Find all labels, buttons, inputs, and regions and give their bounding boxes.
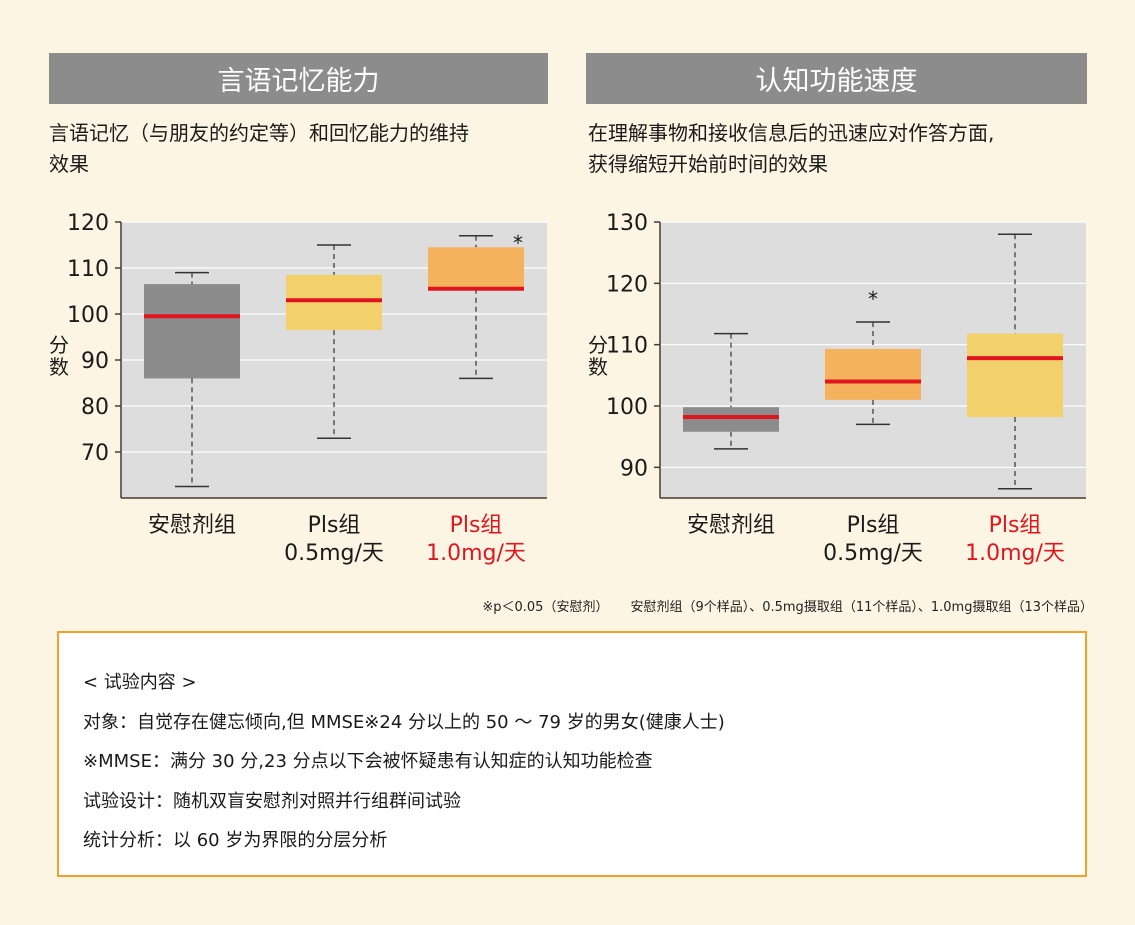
y-tick-label: 100 bbox=[67, 303, 109, 328]
x-category-label: 安慰剂组 bbox=[687, 513, 775, 538]
x-category-label: 安慰剂组 bbox=[148, 513, 236, 538]
box bbox=[428, 247, 524, 289]
y-axis-label-char: 数 bbox=[49, 355, 69, 379]
x-category-label: Pls组 bbox=[308, 513, 361, 538]
y-tick-label: 90 bbox=[81, 349, 109, 374]
x-category-label: Pls组 bbox=[989, 513, 1042, 538]
right-panel-title: 认知功能速度 bbox=[586, 53, 1087, 104]
statistical-analysis: 统计分析：以 60 岁为界限的分层分析 bbox=[83, 830, 388, 851]
left-panel-title: 言语记忆能力 bbox=[49, 53, 548, 104]
significance-note: ※p＜0.05（安慰剂） bbox=[482, 600, 609, 615]
right-desc-line-1: 在理解事物和接收信息后的迅速应对作答方面, bbox=[588, 121, 995, 145]
significance-marker: * bbox=[513, 231, 523, 255]
y-tick-label: 120 bbox=[606, 272, 648, 297]
y-axis-label-char: 分 bbox=[588, 333, 608, 357]
box bbox=[967, 333, 1063, 418]
y-tick-label: 100 bbox=[606, 395, 648, 420]
y-axis-label-char: 数 bbox=[588, 355, 608, 379]
box bbox=[286, 274, 382, 331]
box bbox=[144, 284, 240, 379]
y-tick-label: 130 bbox=[606, 211, 648, 236]
x-category-label: Pls组 bbox=[847, 513, 900, 538]
y-tick-label: 120 bbox=[67, 211, 109, 236]
x-category-sublabel: 1.0mg/天 bbox=[426, 541, 526, 566]
left-panel-description: 言语记忆（与朋友的约定等）和回忆能力的维持 效果 bbox=[49, 118, 559, 180]
box bbox=[683, 407, 779, 432]
sample-size-note: 安慰剂组（9个样品）、0.5mg摄取组（11个样品）、1.0mg摄取组（13个样… bbox=[630, 600, 1093, 615]
box bbox=[825, 348, 921, 400]
significance-marker: * bbox=[868, 287, 878, 311]
left-desc-line-1: 言语记忆（与朋友的约定等）和回忆能力的维持 bbox=[49, 121, 469, 145]
trial-subject: 对象：自觉存在健忘倾向,但 MMSE※24 分以上的 50 ～ 79 岁的男女(… bbox=[83, 711, 725, 733]
x-category-sublabel: 1.0mg/天 bbox=[965, 541, 1065, 566]
trial-info-heading: < 试验内容 > bbox=[83, 672, 197, 693]
mmse-note: ※MMSE：满分 30 分,23 分点以下会被怀疑患有认知症的认知功能检查 bbox=[83, 751, 653, 772]
y-tick-label: 90 bbox=[620, 456, 648, 481]
right-panel-description: 在理解事物和接收信息后的迅速应对作答方面, 获得缩短开始前时间的效果 bbox=[588, 118, 1108, 180]
y-tick-label: 110 bbox=[606, 334, 648, 359]
left-desc-line-2: 效果 bbox=[49, 152, 89, 176]
right-desc-line-2: 获得缩短开始前时间的效果 bbox=[588, 152, 828, 176]
y-tick-label: 110 bbox=[67, 257, 109, 282]
footnote: ※p＜0.05（安慰剂） 安慰剂组（9个样品）、0.5mg摄取组（11个样品）、1… bbox=[482, 596, 1093, 615]
y-tick-label: 70 bbox=[81, 441, 109, 466]
x-category-label: Pls组 bbox=[450, 513, 503, 538]
x-category-sublabel: 0.5mg/天 bbox=[823, 541, 923, 566]
y-tick-label: 80 bbox=[81, 395, 109, 420]
y-axis-label-char: 分 bbox=[49, 333, 69, 357]
trial-info-box: < 试验内容 > 对象：自觉存在健忘倾向,但 MMSE※24 分以上的 50 ～… bbox=[57, 631, 1087, 877]
x-category-sublabel: 0.5mg/天 bbox=[284, 541, 384, 566]
trial-design: 试验设计：随机双盲安慰剂对照并行组群间试验 bbox=[83, 790, 461, 812]
